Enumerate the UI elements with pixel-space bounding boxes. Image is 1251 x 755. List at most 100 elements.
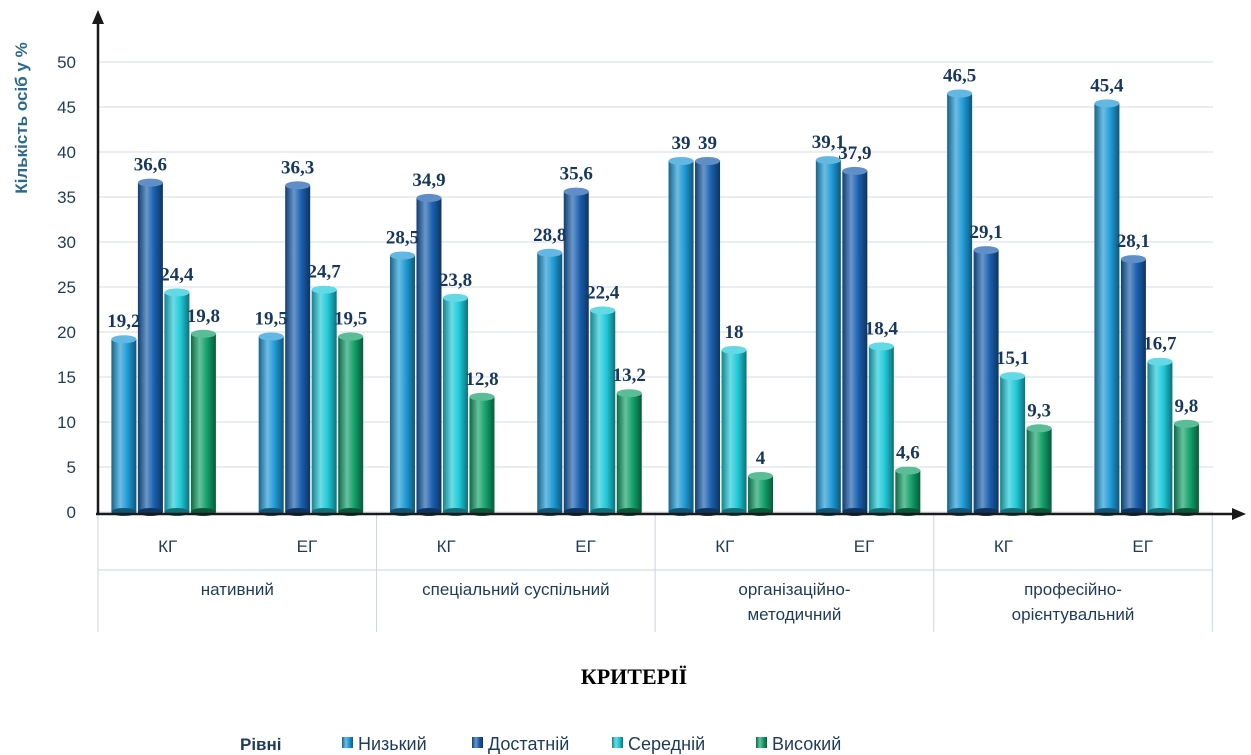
y-tick-label: 10	[57, 413, 76, 432]
data-label: 19,8	[187, 306, 220, 327]
data-label: 4	[756, 448, 766, 469]
bar-cap	[590, 306, 616, 315]
bar-cap	[1026, 424, 1052, 433]
bar-cap	[563, 187, 589, 196]
legend-item: Середній	[628, 734, 705, 754]
bar-низький	[389, 255, 415, 512]
y-tick-label: 15	[57, 368, 76, 387]
legend-swatch	[472, 737, 483, 748]
bar-cap	[537, 248, 563, 257]
bar-cap	[895, 466, 921, 475]
bar-cap	[416, 193, 442, 202]
category-label: ЕГ	[575, 537, 596, 556]
bar-cap	[842, 166, 868, 175]
bar-cap	[1000, 372, 1026, 381]
bar-достатній	[695, 161, 721, 512]
bar-cap	[111, 335, 137, 344]
bar-достатній	[563, 191, 589, 512]
bar-високий	[1173, 423, 1199, 512]
data-label: 19,2	[107, 311, 140, 332]
bar-cap	[338, 332, 364, 341]
bar-cap	[748, 472, 774, 480]
bar-cap	[668, 157, 694, 165]
bar-середній	[590, 310, 616, 512]
category-label: ЕГ	[297, 537, 318, 556]
y-tick-labels: 0 5 10 15 20 25 30 35 40 45 50	[57, 53, 76, 522]
data-label: 24,4	[160, 264, 194, 285]
y-tick-label: 20	[57, 323, 76, 342]
data-label: 35,6	[560, 164, 593, 185]
bar-cap	[815, 156, 841, 165]
y-tick-label: 35	[57, 188, 76, 207]
legend-swatch	[342, 737, 353, 748]
data-label: 4,6	[896, 443, 920, 464]
data-label: 23,8	[439, 270, 472, 291]
y-tick-label: 5	[67, 458, 76, 477]
data-label: 34,9	[412, 170, 445, 191]
bar-достатній	[285, 185, 311, 513]
category-label: ЕГ	[1132, 537, 1153, 556]
data-label: 36,3	[281, 157, 314, 178]
y-axis-arrow-icon	[92, 10, 104, 24]
y-tick-label: 0	[67, 503, 76, 522]
y-tick-label: 25	[57, 278, 76, 297]
data-labels: 19,2 36,6 24,4 19,8 19,5 36,3 24,7 19,5 28,5 34,9…	[107, 66, 1198, 470]
bar-середній	[164, 292, 190, 512]
data-label: 15,1	[996, 348, 1029, 369]
group-label: методичний	[747, 605, 841, 624]
category-labels: КГ ЕГ нативний КГ ЕГ спеціальний суспільний КГ…	[158, 537, 1153, 624]
bar-cap	[1147, 357, 1173, 366]
bar-високий	[190, 333, 216, 512]
legend-item: Низький	[358, 734, 427, 754]
data-label: 12,8	[465, 369, 498, 390]
bar-середній	[311, 289, 337, 512]
data-label: 18	[725, 322, 744, 343]
data-label: 9,8	[1175, 396, 1199, 417]
bar-cap	[1120, 255, 1146, 264]
bar-cap	[389, 251, 415, 260]
bar-cap	[311, 285, 337, 294]
bar-достатній	[973, 250, 999, 512]
x-axis-arrow-icon	[1232, 508, 1246, 520]
bar-високий	[616, 393, 642, 512]
data-label: 22,4	[586, 282, 620, 303]
bars	[111, 89, 1199, 516]
bar-достатній	[137, 182, 163, 512]
bar-низький	[947, 93, 973, 512]
category-label: КГ	[437, 537, 456, 556]
group-label: спеціальний суспільний	[422, 580, 609, 599]
data-label: 9,3	[1027, 400, 1051, 421]
bar-cap	[868, 342, 894, 351]
data-label: 13,2	[613, 365, 646, 386]
y-tick-label: 45	[57, 98, 76, 117]
bar-cap	[190, 329, 216, 338]
data-label: 24,7	[308, 262, 342, 283]
data-label: 28,8	[533, 225, 566, 246]
category-label: КГ	[158, 537, 177, 556]
group-label: нативний	[201, 580, 274, 599]
legend-item: Достатній	[488, 734, 569, 754]
x-axis-title: КРИТЕРІЇ	[581, 664, 687, 689]
bar-достатній	[842, 170, 868, 512]
axes	[92, 10, 1246, 632]
data-label: 37,9	[838, 143, 871, 164]
data-label: 19,5	[255, 309, 288, 330]
bar-середній	[1147, 361, 1173, 512]
bar-високий	[748, 476, 774, 512]
category-label: КГ	[994, 537, 1013, 556]
category-label: ЕГ	[854, 537, 875, 556]
data-label: 45,4	[1090, 75, 1124, 96]
bar-cap	[258, 332, 284, 341]
bar-середній	[442, 297, 468, 512]
legend-title: Рівні	[240, 735, 282, 754]
y-tick-label: 50	[57, 53, 76, 72]
bar-cap	[285, 181, 311, 190]
bar-cap	[1173, 419, 1199, 428]
bar-високий	[469, 396, 495, 512]
legend-item: Високий	[772, 734, 841, 754]
data-label: 29,1	[969, 222, 1002, 243]
y-axis-title: Кількість осіб у %	[12, 42, 31, 193]
bar-середній	[868, 346, 894, 512]
data-label: 39	[672, 133, 691, 154]
